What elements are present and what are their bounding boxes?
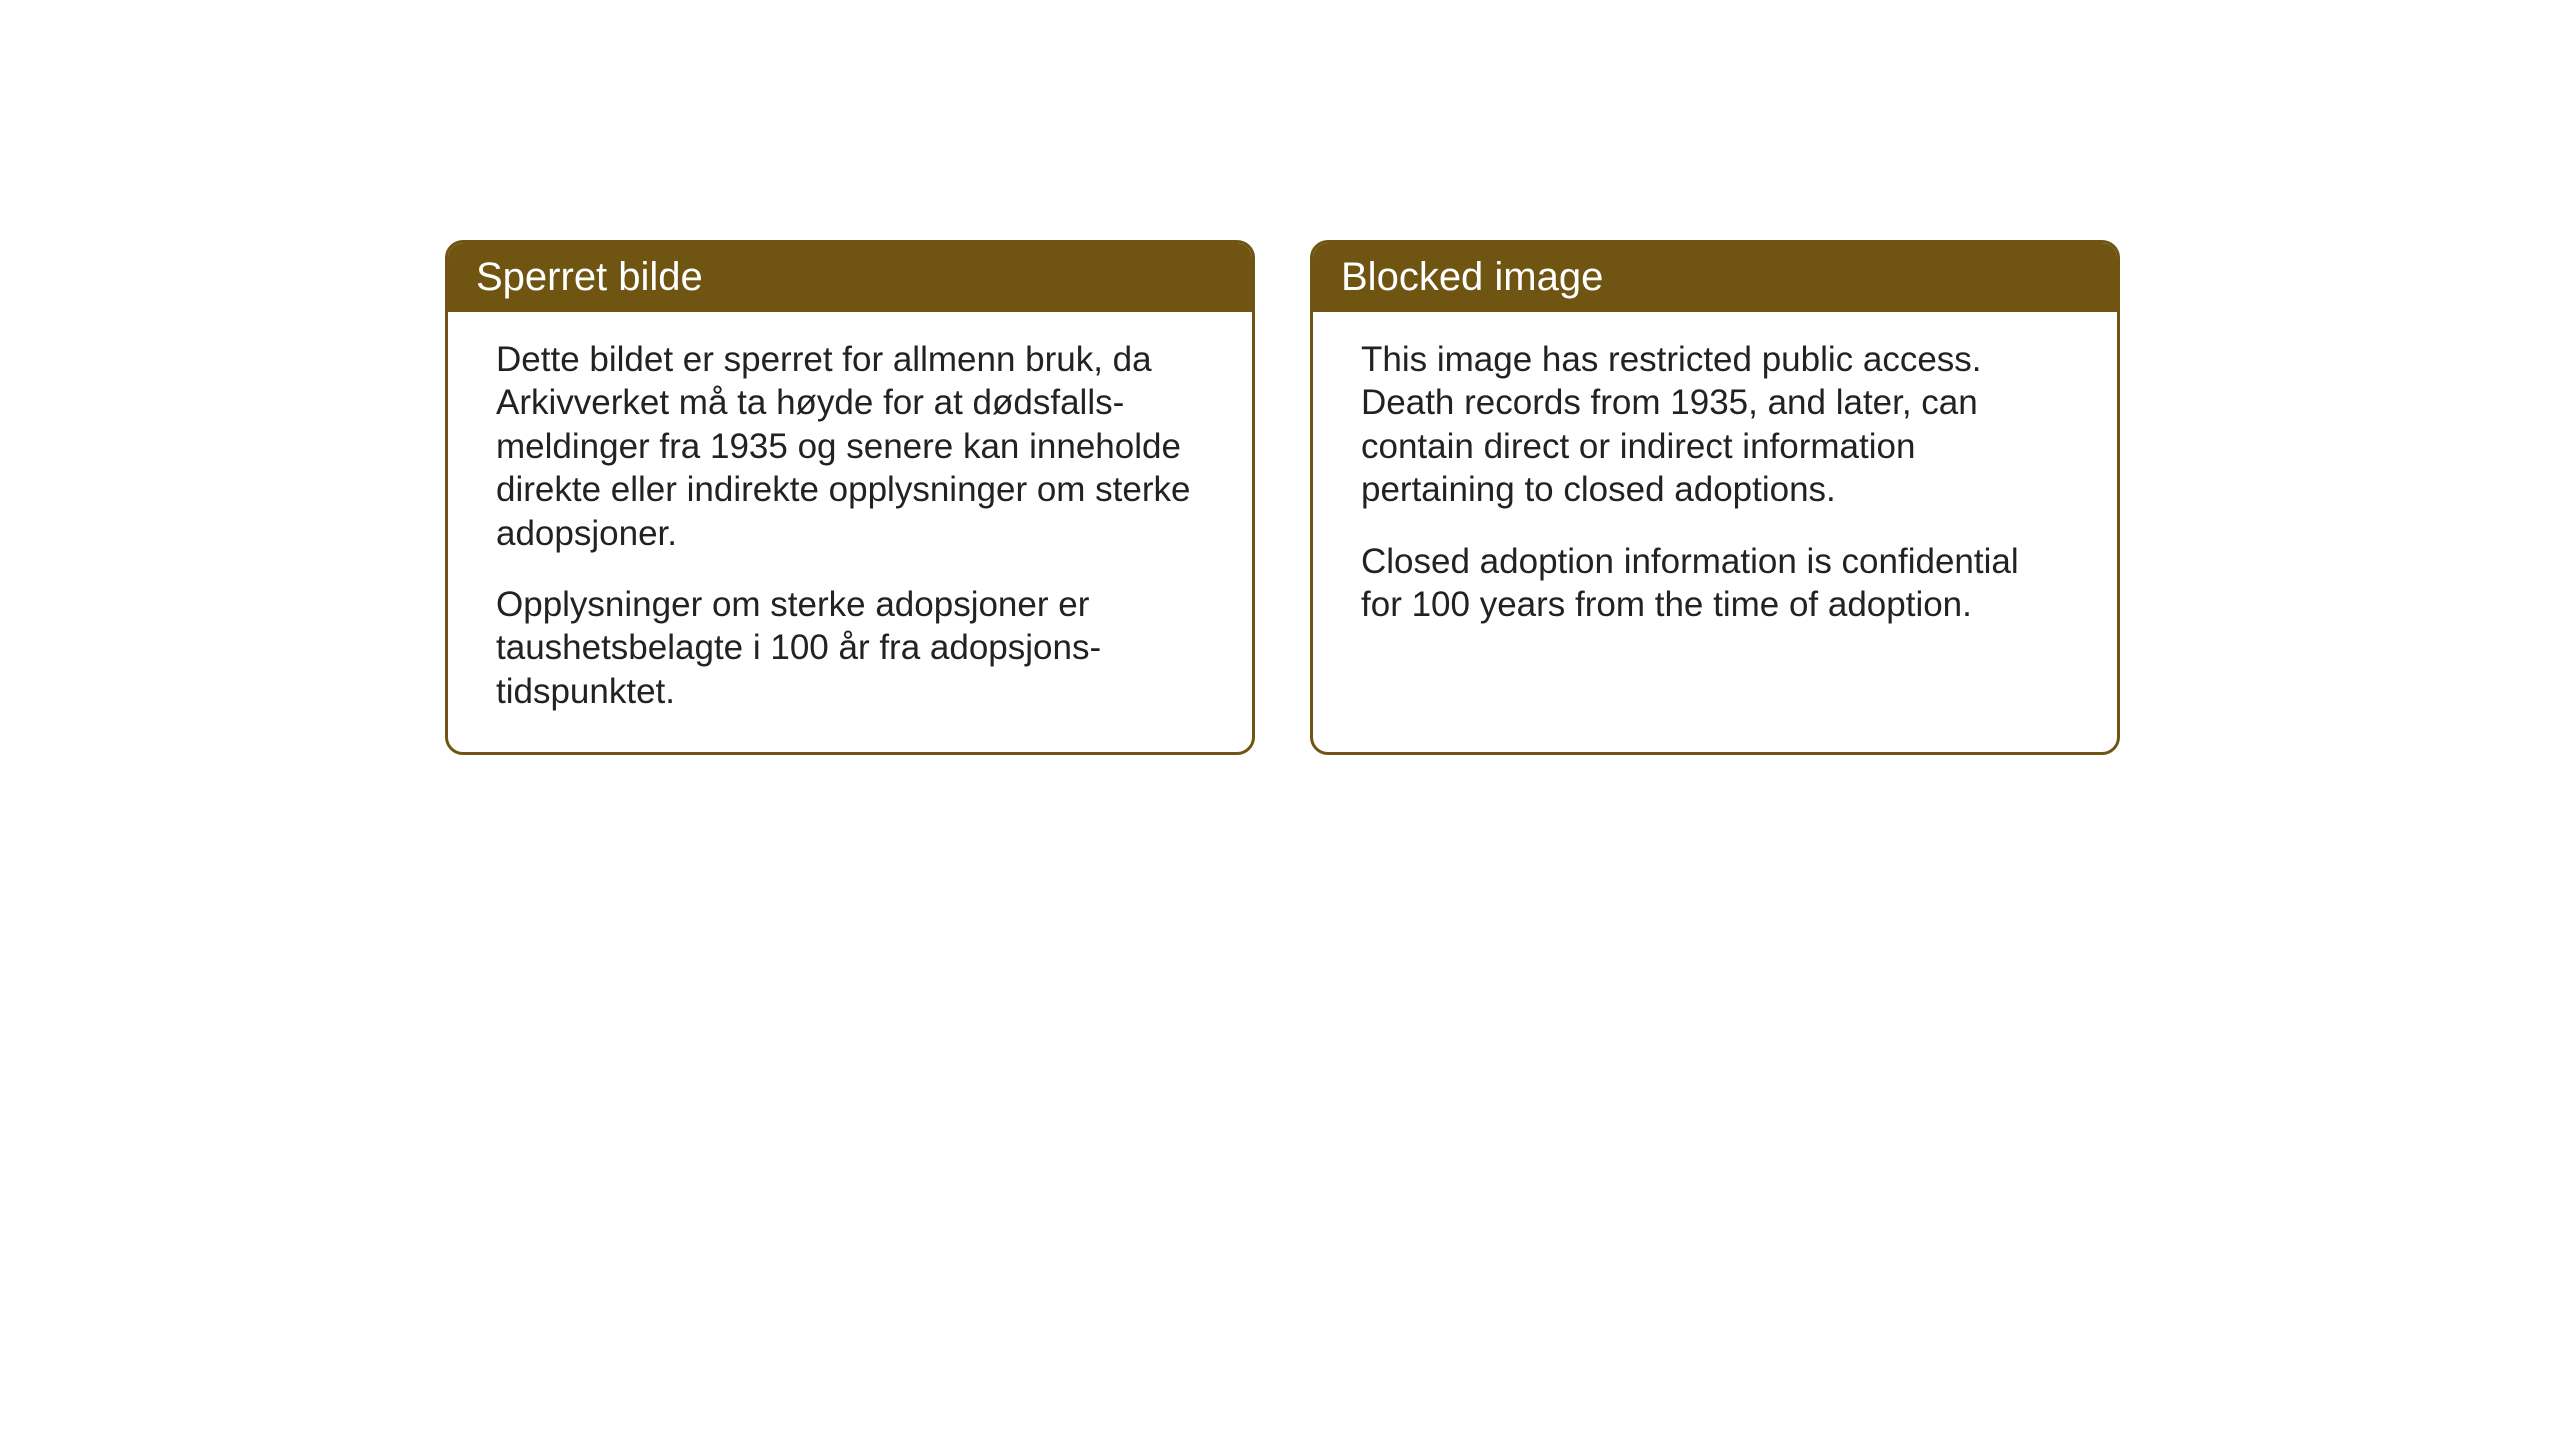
panel-header-norwegian: Sperret bilde: [448, 243, 1252, 312]
panel-body-norwegian: Dette bildet er sperret for allmenn bruk…: [448, 312, 1252, 752]
panel-title: Blocked image: [1341, 255, 1603, 299]
panel-paragraph: Closed adoption information is confident…: [1361, 540, 2069, 627]
panel-paragraph: This image has restricted public access.…: [1361, 338, 2069, 512]
panel-body-english: This image has restricted public access.…: [1313, 312, 2117, 752]
panel-english: Blocked image This image has restricted …: [1310, 240, 2120, 755]
panels-container: Sperret bilde Dette bildet er sperret fo…: [445, 240, 2120, 755]
panel-paragraph: Dette bildet er sperret for allmenn bruk…: [496, 338, 1204, 555]
panel-norwegian: Sperret bilde Dette bildet er sperret fo…: [445, 240, 1255, 755]
panel-header-english: Blocked image: [1313, 243, 2117, 312]
panel-title: Sperret bilde: [476, 255, 703, 299]
panel-paragraph: Opplysninger om sterke adopsjoner er tau…: [496, 583, 1204, 713]
